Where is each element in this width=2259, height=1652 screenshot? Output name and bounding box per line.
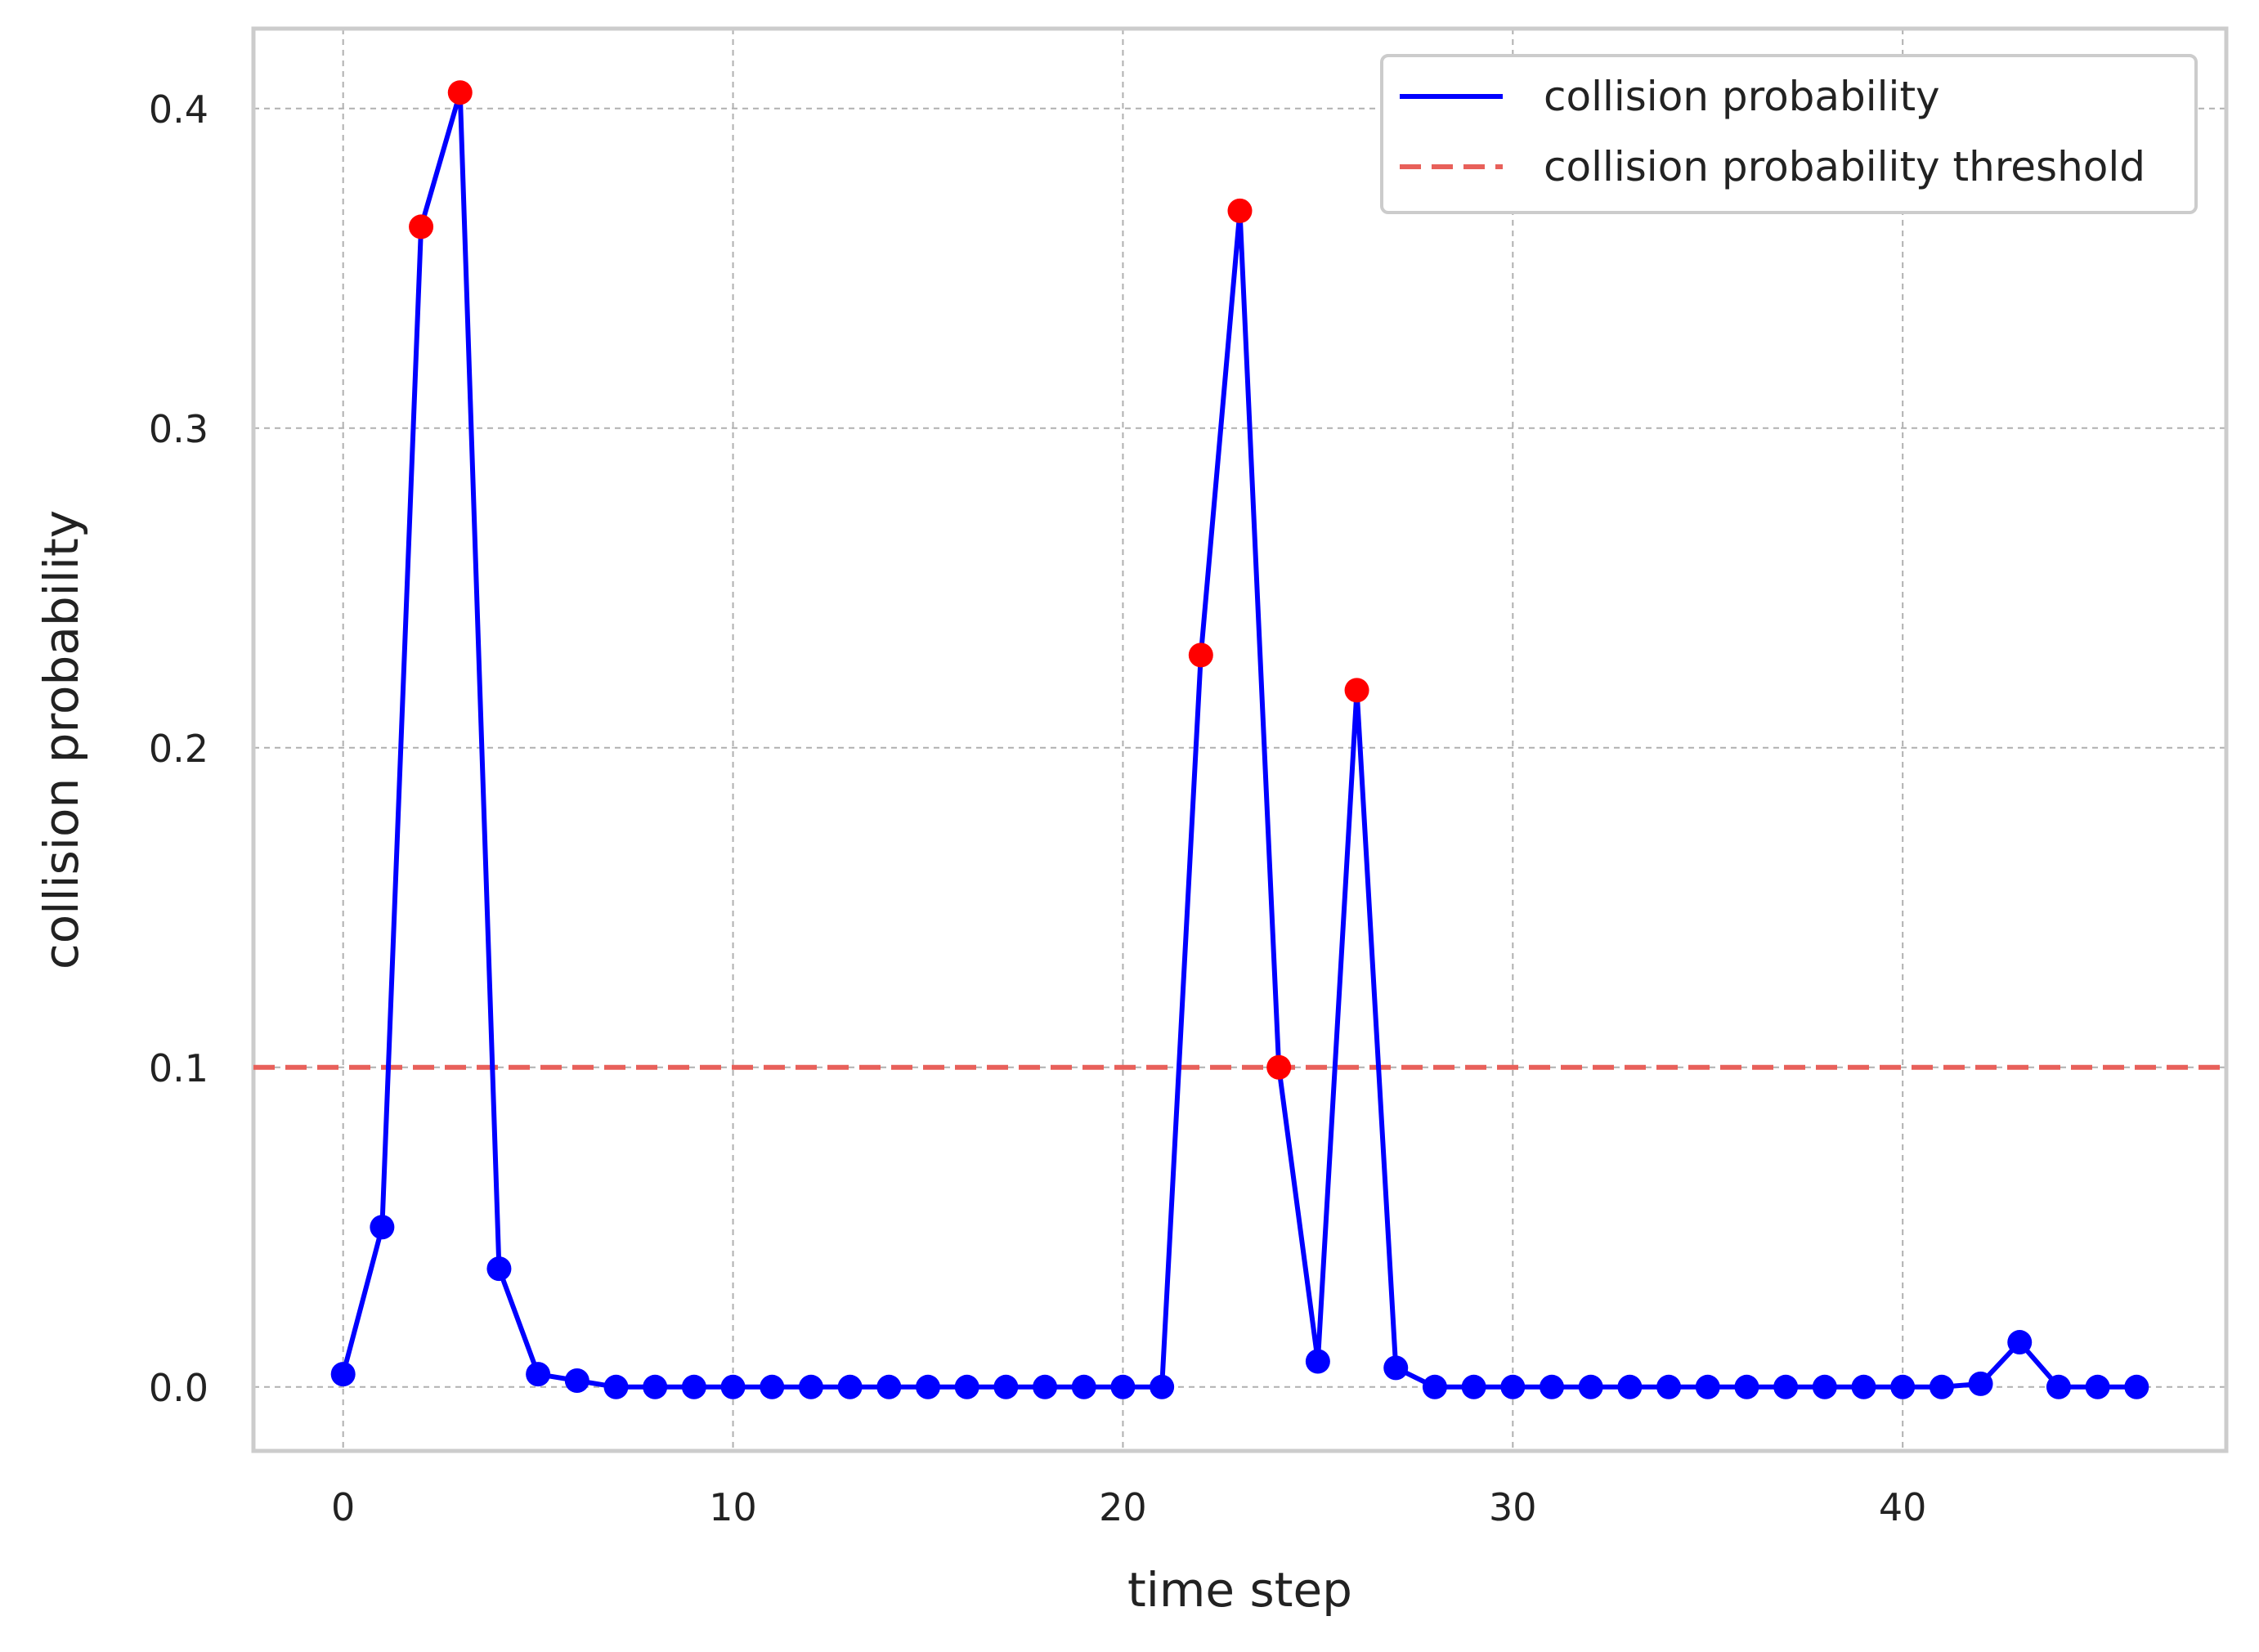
highlighted-data-point xyxy=(1227,198,1253,223)
data-point xyxy=(2007,1330,2033,1355)
data-point xyxy=(1773,1374,1799,1399)
data-point xyxy=(1150,1374,1175,1399)
data-point xyxy=(681,1374,706,1399)
y-tick-labels: 0.0 0.1 0.2 0.3 0.4 xyxy=(149,87,208,1410)
data-point xyxy=(564,1368,589,1393)
data-point xyxy=(837,1374,863,1399)
y-axis-title: collision probability xyxy=(34,510,89,969)
highlighted-data-point xyxy=(1188,642,1213,668)
legend: collision probability collision probabil… xyxy=(1380,54,2198,214)
data-point xyxy=(1890,1374,1916,1399)
data-point xyxy=(603,1374,629,1399)
y-tick-label: 0.0 xyxy=(149,1366,208,1410)
x-tick-label: 0 xyxy=(331,1485,355,1529)
data-point xyxy=(1110,1374,1136,1399)
data-point xyxy=(1695,1374,1720,1399)
highlighted-data-point xyxy=(1344,678,1369,703)
legend-label-probability: collision probability xyxy=(1544,73,1940,120)
x-tick-label: 10 xyxy=(709,1485,757,1529)
x-axis-title: time step xyxy=(1127,1562,1352,1618)
x-tick-label: 20 xyxy=(1099,1485,1147,1529)
highlighted-data-point xyxy=(447,80,473,105)
y-tick-label: 0.1 xyxy=(149,1046,208,1090)
data-point xyxy=(2124,1374,2149,1399)
data-point xyxy=(1305,1349,1330,1374)
x-tick-label: 40 xyxy=(1879,1485,1927,1529)
data-point xyxy=(1033,1374,1058,1399)
data-point xyxy=(760,1374,785,1399)
data-point xyxy=(643,1374,668,1399)
data-point xyxy=(1851,1374,1876,1399)
data-point xyxy=(2085,1374,2110,1399)
x-tick-label: 30 xyxy=(1489,1485,1537,1529)
data-point xyxy=(915,1374,940,1399)
y-tick-label: 0.2 xyxy=(149,727,208,771)
x-tick-labels: 0 10 20 30 40 xyxy=(331,1485,1926,1529)
data-point xyxy=(330,1362,356,1387)
highlighted-data-point xyxy=(409,214,434,240)
data-point xyxy=(1734,1374,1759,1399)
data-point xyxy=(1656,1374,1682,1399)
data-point xyxy=(1812,1374,1837,1399)
data-point xyxy=(1383,1355,1409,1381)
plot-area-frame xyxy=(251,26,2229,1453)
data-point xyxy=(1500,1374,1526,1399)
data-point xyxy=(526,1362,551,1387)
data-point xyxy=(798,1374,823,1399)
data-point xyxy=(1617,1374,1643,1399)
data-point xyxy=(1540,1374,1565,1399)
grid-lines xyxy=(253,29,2226,1451)
legend-label-threshold: collision probability threshold xyxy=(1544,143,2145,190)
data-point xyxy=(954,1374,979,1399)
data-point xyxy=(1422,1374,1447,1399)
y-tick-label: 0.3 xyxy=(149,407,208,451)
data-points xyxy=(330,80,2149,1399)
data-point xyxy=(720,1374,746,1399)
data-point xyxy=(876,1374,902,1399)
data-point xyxy=(993,1374,1019,1399)
data-point xyxy=(1578,1374,1603,1399)
data-point xyxy=(1968,1371,1993,1396)
data-point xyxy=(1929,1374,1954,1399)
data-point xyxy=(1461,1374,1486,1399)
data-point xyxy=(486,1256,512,1282)
data-point xyxy=(1071,1374,1096,1399)
data-point xyxy=(370,1215,395,1240)
y-tick-label: 0.4 xyxy=(149,87,208,132)
data-point xyxy=(2046,1374,2071,1399)
highlighted-data-point xyxy=(1266,1054,1292,1080)
legend-box xyxy=(1380,54,2198,214)
